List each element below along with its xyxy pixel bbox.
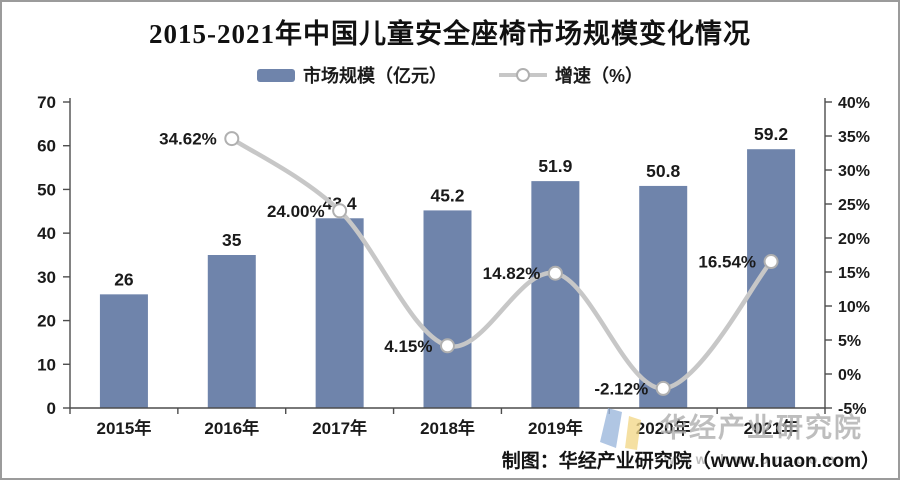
legend-item-market-size: 市场规模（亿元）: [256, 62, 447, 88]
left-axis-tick-label: 60: [37, 137, 56, 156]
x-axis-label: 2020年: [636, 418, 691, 438]
bar-label: 59.2: [754, 124, 788, 144]
bar-label: 50.8: [646, 161, 680, 181]
right-axis-tick-label: 25%: [838, 197, 870, 214]
right-axis-tick-label: 10%: [838, 299, 870, 316]
bar-2016年: [207, 255, 256, 408]
right-axis-tick-label: 20%: [838, 231, 870, 248]
line-marker-2018年: [440, 338, 455, 354]
bar-label: 45.2: [430, 185, 464, 205]
bar-label: 43.4: [323, 193, 357, 213]
legend-label-growth-rate: 增速（%）: [554, 66, 643, 86]
legend-item-growth-rate: 增速（%）: [497, 62, 643, 88]
right-axis-tick-label: 0%: [838, 367, 861, 384]
right-axis-tick-label: 5%: [838, 333, 861, 350]
line-marker-2016年: [224, 131, 240, 147]
left-axis-tick-label: 70: [37, 93, 56, 112]
line-label: 4.15%: [384, 337, 432, 356]
line-marker-2020年: [655, 380, 671, 396]
x-axis-label: 2021年: [744, 418, 799, 438]
chart-title: 2015-2021年中国儿童安全座椅市场规模变化情况: [149, 19, 751, 49]
bar-2017年: [315, 218, 364, 408]
bar-2018年: [423, 210, 472, 408]
left-axis-tick-label: 0: [47, 399, 56, 418]
line-label: 16.54%: [698, 253, 756, 272]
source-caption: 制图：华经产业研究院（www.huaon.com）: [501, 451, 880, 472]
legend-label-market-size: 市场规模（亿元）: [302, 66, 447, 86]
growth-rate-line: [229, 136, 774, 391]
right-axis-tick-label: 35%: [838, 129, 870, 146]
left-axis-tick-label: 50: [37, 180, 56, 199]
line-marker-2019年: [547, 265, 563, 281]
right-axis-tick-label: -5%: [838, 401, 866, 418]
left-axis-tick-label: 10: [37, 355, 56, 374]
x-axis-label: 2019年: [528, 418, 583, 438]
line-label: 34.62%: [159, 130, 217, 149]
right-axis-tick-label: 30%: [838, 163, 870, 180]
right-axis-tick-label: 40%: [838, 95, 870, 112]
x-axis-label: 2015年: [97, 418, 152, 438]
x-axis-label: 2018年: [420, 418, 475, 438]
bar-label: 51.9: [538, 156, 572, 176]
bar-label: 35: [222, 230, 242, 250]
line-label: 24.00%: [267, 202, 325, 221]
left-axis-tick-label: 20: [37, 312, 56, 331]
watermark-name: 华经产业研究院: [660, 413, 863, 443]
bar-2020年: [639, 185, 688, 408]
bar-2021年: [747, 149, 796, 408]
bar-2015年: [99, 294, 148, 408]
bar-label: 26: [114, 269, 134, 289]
legend: 市场规模（亿元） 增速（%）: [2, 60, 898, 90]
right-axis-tick-label: 15%: [838, 265, 870, 282]
line-label: -2.12%: [594, 379, 648, 398]
left-axis-tick-label: 30: [37, 268, 56, 287]
line-marker-2021年: [763, 254, 779, 270]
line-marker-2017年: [332, 203, 348, 219]
x-axis-label: 2016年: [204, 418, 259, 438]
x-axis-label: 2017年: [312, 418, 367, 438]
line-swatch-icon: [497, 67, 548, 83]
line-label: 14.82%: [483, 264, 541, 283]
bar-2019年: [531, 181, 580, 408]
huaon-logo-icon: [600, 408, 641, 450]
left-axis-tick-label: 40: [37, 224, 56, 243]
bar-swatch-icon: [256, 68, 295, 82]
